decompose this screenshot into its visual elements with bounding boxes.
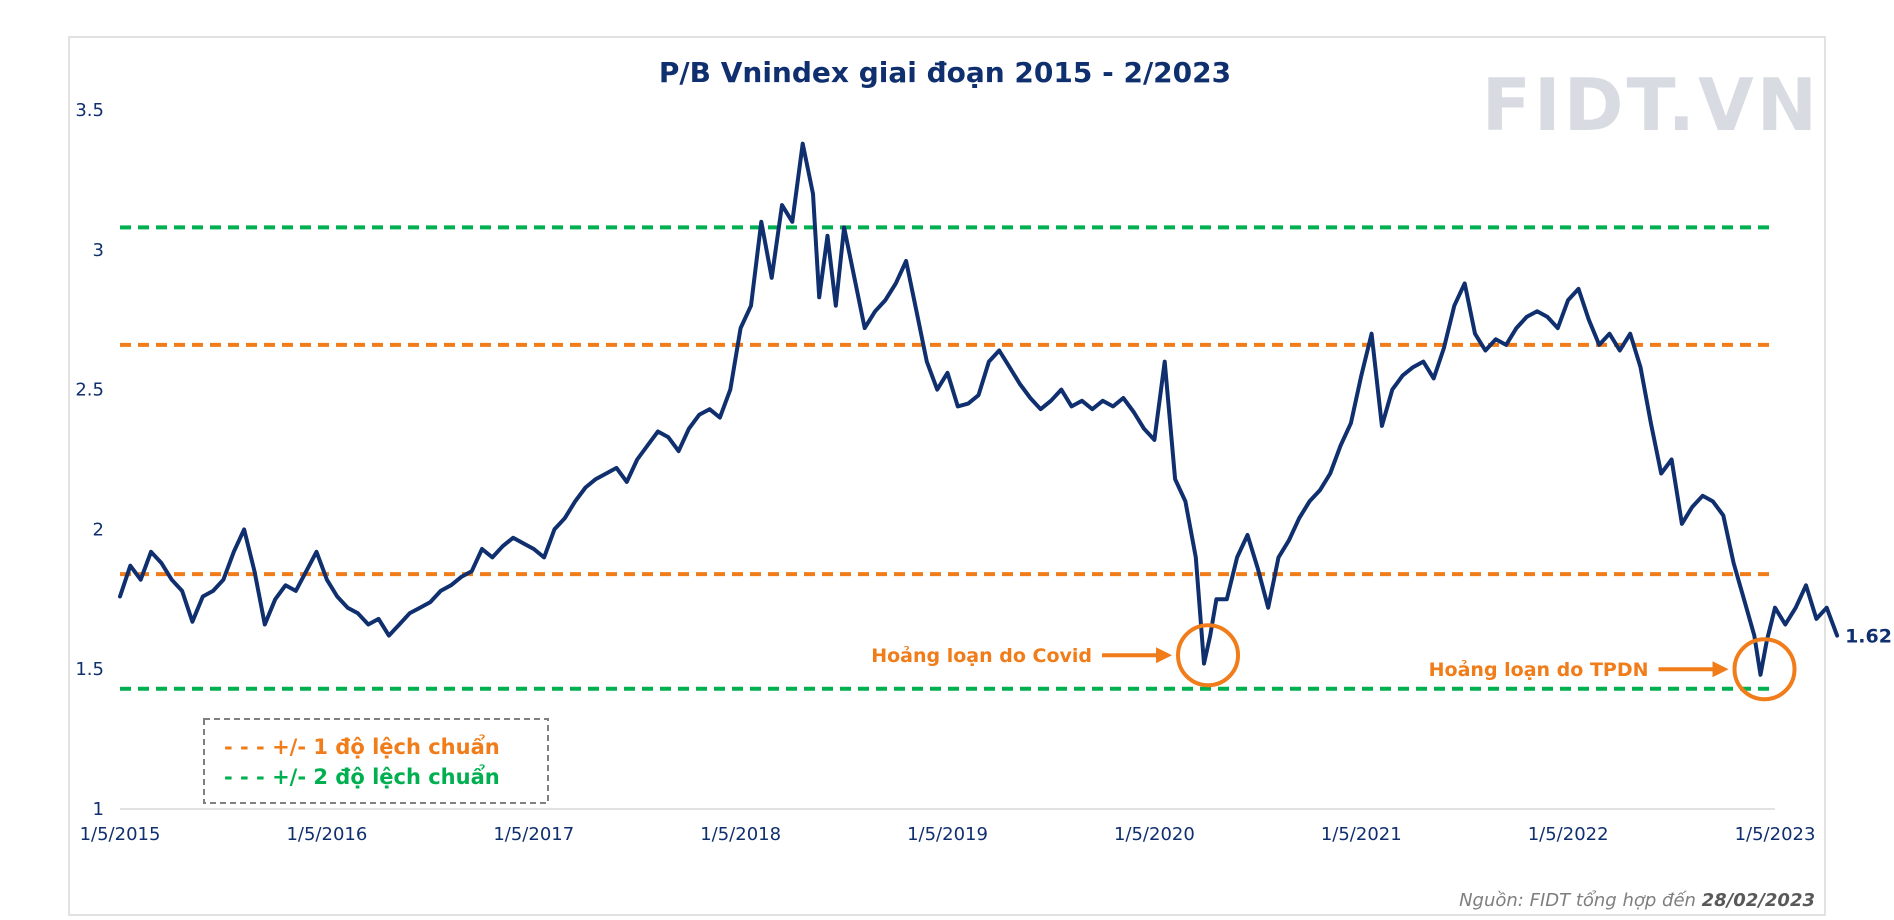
- y-tick-label: 3.5: [75, 100, 104, 121]
- x-tick-label: 1/5/2015: [80, 824, 161, 845]
- series-group: [118, 141, 1840, 677]
- legend-item-1sd: - - - +/- 1 độ lệch chuẩn: [224, 734, 500, 759]
- arrow-right-icon: [1156, 647, 1173, 664]
- y-tick-label: 1: [93, 799, 104, 820]
- y-tick-label: 2: [93, 519, 104, 540]
- y-axis-ticks: 3.5 3 2.5 2 1.5 1: [75, 100, 104, 820]
- x-tick-label: 1/5/2019: [907, 824, 988, 845]
- x-tick-label: 1/5/2023: [1735, 824, 1816, 845]
- y-tick-label: 2.5: [75, 380, 104, 401]
- source-date: 28/02/2023: [1702, 890, 1815, 911]
- legend-box: [203, 718, 549, 804]
- x-tick-label: 1/5/2021: [1321, 824, 1402, 845]
- reference-lines: [120, 225, 1775, 691]
- annotation-circle: [1176, 623, 1241, 688]
- legend: - - - +/- 1 độ lệch chuẩn - - - +/- 2 độ…: [203, 718, 549, 804]
- x-tick-label: 1/5/2016: [286, 824, 367, 845]
- annotation-circle: [1732, 637, 1797, 702]
- source-note: Nguồn: FIDT tổng hợp đến 28/02/2023: [1459, 890, 1815, 911]
- pb-series-line: [118, 141, 1840, 677]
- x-tick-label: 1/5/2022: [1528, 824, 1609, 845]
- annotation-label: Hoảng loạn do Covid: [871, 645, 1092, 667]
- y-tick-label: 3: [93, 240, 104, 261]
- annotation-label: Hoảng loạn do TPDN: [1429, 659, 1649, 681]
- legend-item-2sd: - - - +/- 2 độ lệch chuẩn: [224, 764, 500, 789]
- arrow-right-icon: [1712, 661, 1729, 678]
- x-tick-label: 1/5/2020: [1114, 824, 1195, 845]
- annotations: Hoảng loạn do Covid Hoảng loạn do TPDN: [871, 623, 1797, 702]
- x-axis-ticks: 1/5/2015 1/5/2016 1/5/2017 1/5/2018 1/5/2019…: [80, 824, 1816, 845]
- chart-title: P/B Vnindex giai đoạn 2015 - 2/2023: [659, 56, 1231, 89]
- x-tick-label: 1/5/2017: [493, 824, 574, 845]
- source-prefix: Nguồn: FIDT tổng hợp đến: [1459, 890, 1702, 911]
- y-tick-label: 1.5: [75, 659, 104, 680]
- fidt-watermark-logo: FIDT.VN: [1482, 63, 1820, 147]
- x-tick-label: 1/5/2018: [700, 824, 781, 845]
- last-value-label: 1.62: [1845, 626, 1892, 648]
